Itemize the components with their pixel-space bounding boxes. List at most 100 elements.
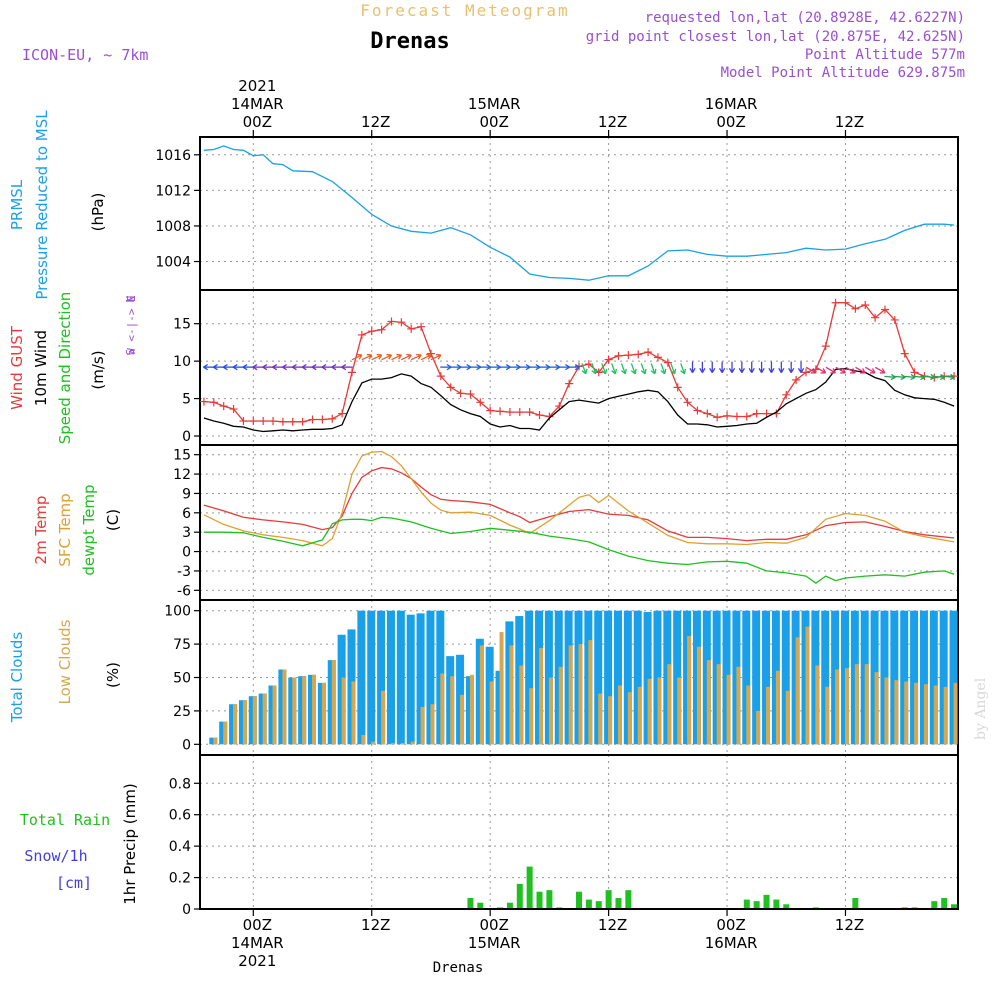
- wind-arrow-shaft: [601, 363, 607, 375]
- gust-marker: [259, 417, 268, 426]
- low-cloud-bar: [766, 686, 771, 745]
- gust-marker: [347, 368, 356, 377]
- x-label-bottom: 16MAR: [705, 934, 758, 952]
- wind-arrow: [943, 373, 955, 381]
- low-cloud-bar: [667, 664, 672, 745]
- gust-marker: [555, 402, 564, 411]
- wind-arrow: [489, 363, 501, 371]
- wind-arrow-shaft: [943, 375, 955, 378]
- total-cloud-bar: [742, 610, 751, 745]
- x-label-top: 15MAR: [468, 95, 521, 113]
- wind-arrow-head: [331, 363, 337, 371]
- low-cloud-bar: [430, 704, 435, 745]
- wind-dir-label: Speed and Direction: [56, 292, 74, 445]
- low-cloud-bar: [450, 676, 455, 745]
- y-tick-label: 15: [173, 448, 191, 464]
- low-cloud-bar: [460, 694, 465, 745]
- wind-arrow-head: [321, 363, 327, 371]
- wind-arrow: [509, 363, 521, 371]
- wind-arrow: [361, 353, 373, 361]
- wind-arrow-head: [252, 363, 258, 371]
- wind-arrow: [459, 363, 472, 371]
- gust-marker: [723, 411, 732, 420]
- gust-marker: [890, 315, 899, 324]
- wind-arrow-head: [376, 353, 383, 360]
- wind-arrow-shaft: [371, 354, 382, 361]
- low-cloud-bar: [213, 737, 218, 745]
- wind-arrow-head: [728, 368, 736, 373]
- low-cloud-bar: [617, 685, 622, 745]
- wind-arrow-shaft: [933, 375, 945, 378]
- rain-bar: [546, 890, 553, 909]
- wind-arrow-shaft: [835, 366, 846, 374]
- total-cloud-bar: [781, 610, 790, 745]
- dewpt-label: dewpt Temp: [80, 484, 98, 575]
- wind-arrow-head: [574, 363, 580, 371]
- low-cloud-bar: [351, 681, 356, 745]
- low-cloud-bar: [292, 677, 297, 745]
- wind-arrow-head: [601, 368, 608, 375]
- rain-bar: [615, 898, 622, 909]
- wind-unit: (m/s): [89, 350, 107, 389]
- wind-arrow-head: [262, 363, 268, 371]
- y-tick-label: 0.4: [169, 839, 191, 855]
- wind-arrow-head: [435, 353, 442, 360]
- wind-arrow-shaft: [391, 354, 402, 361]
- wind-arrow: [805, 366, 817, 374]
- y-tick-label: 0.6: [169, 808, 191, 824]
- gust-marker: [209, 398, 218, 407]
- low-cloud-bar: [242, 700, 247, 745]
- rain-bar: [526, 866, 533, 909]
- gust-marker: [417, 322, 426, 331]
- low-cloud-bar: [509, 645, 514, 745]
- wind-arrow: [689, 361, 696, 373]
- wind-arrow-head: [670, 368, 677, 375]
- low-cloud-bar: [696, 646, 701, 745]
- requested-coords: requested lon,lat (20.8928E, 42.6227N): [645, 10, 965, 26]
- wind-arrow: [401, 353, 412, 361]
- x-label-bottom: 12Z: [361, 916, 390, 934]
- low-cloud-bar: [874, 672, 879, 745]
- low-cloud-bar: [568, 645, 573, 745]
- total-cloud-bar: [821, 610, 830, 745]
- gust-marker: [604, 355, 613, 364]
- snow-unit: [cm]: [56, 874, 92, 892]
- compass-south: S: [124, 349, 137, 356]
- wind-arrow-head: [581, 368, 588, 375]
- wind-arrow: [884, 373, 896, 381]
- wind-arrow-head: [611, 368, 618, 375]
- pressure-unit: (hPa): [89, 193, 107, 232]
- wind-arrow-shaft: [825, 366, 836, 374]
- wind-arrow: [341, 363, 353, 371]
- total-cloud-bar: [949, 610, 958, 745]
- wind-arrow-shaft: [630, 363, 636, 375]
- sfc-temp-label: SFC Temp: [56, 493, 74, 566]
- wind-arrow: [538, 363, 551, 371]
- wind-arrow: [568, 363, 580, 371]
- compass-north: N: [124, 296, 137, 303]
- low-cloud-bar: [706, 660, 711, 745]
- low-cloud-bar: [627, 692, 632, 745]
- gust-marker: [199, 397, 208, 406]
- low-cloud-bar: [844, 668, 849, 745]
- wind-arrow-shaft: [640, 363, 646, 375]
- y-tick-label: 1012: [155, 183, 191, 199]
- wind-arrow: [923, 373, 936, 381]
- wind-arrow: [865, 366, 876, 374]
- gust-marker: [229, 405, 238, 414]
- wind-arrow-head: [406, 353, 412, 360]
- low-cloud-bar: [647, 678, 652, 745]
- temp-unit: (C): [104, 509, 122, 531]
- wind-arrow: [640, 363, 647, 375]
- gust-marker: [407, 324, 416, 333]
- wind-arrow-head: [748, 368, 755, 373]
- total-cloud-bar: [386, 610, 395, 745]
- x-label-bottom: 12Z: [598, 916, 627, 934]
- gust-marker: [496, 407, 505, 416]
- wind-arrow-shaft: [884, 375, 896, 378]
- wind-arrow-head: [788, 368, 795, 373]
- wind-arrow: [758, 361, 765, 373]
- wind-arrow-shaft: [611, 363, 617, 375]
- low-cloud-bar: [282, 669, 287, 745]
